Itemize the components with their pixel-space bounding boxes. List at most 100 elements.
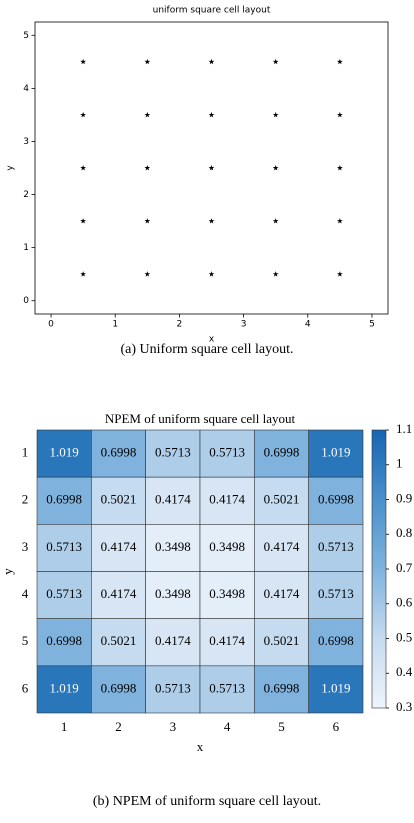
cell	[308, 476, 364, 525]
x-axis-label: x	[197, 739, 204, 754]
colorbar-tick-label: 0.6	[396, 595, 413, 610]
cell-label: 0.3498	[209, 586, 245, 601]
cell	[36, 524, 92, 572]
x-tick-label: 5	[278, 719, 285, 734]
point	[337, 271, 343, 277]
heatmap-panel: NPEM of uniform square cell layout 1.019 0…	[0, 411, 413, 754]
y-tick-label: 0	[23, 296, 29, 306]
x-tick-label: 1	[112, 320, 118, 330]
cell	[36, 476, 92, 525]
point	[208, 218, 215, 224]
point	[272, 165, 279, 171]
y-axis-label: y	[6, 165, 16, 171]
cell	[91, 571, 146, 619]
cell	[308, 429, 364, 478]
point	[208, 111, 215, 118]
cell-label: 0.5713	[46, 539, 82, 554]
colorbar-tick-label: 0.5	[396, 629, 412, 644]
x-tick-label: 2	[177, 320, 183, 330]
caption: (a) Uniform square cell layout.	[121, 342, 294, 357]
point	[144, 218, 151, 224]
y-tick-label: 2	[23, 190, 29, 200]
cell-label: 0.6998	[101, 445, 137, 460]
colorbar-tick-label: 0.4	[396, 664, 413, 679]
cell-label: 0.5021	[101, 492, 137, 507]
cell-label: 1.019	[50, 680, 79, 695]
point	[80, 111, 86, 118]
point	[144, 111, 151, 118]
cell-label: 1.019	[321, 680, 350, 695]
cell-label: 1.019	[321, 445, 350, 460]
cell-label: 0.6998	[318, 492, 354, 507]
cell-label: 0.6998	[46, 633, 82, 648]
cell	[91, 524, 146, 572]
cell	[91, 476, 146, 525]
colorbar-tick-label: 1.1	[396, 421, 412, 436]
cell-label: 0.5713	[209, 680, 245, 695]
cell	[36, 571, 92, 619]
point	[144, 165, 151, 171]
y-tick-label: 6	[22, 680, 29, 695]
x-tick-label: 4	[305, 320, 311, 330]
chart-title: NPEM of uniform square cell layout	[105, 411, 296, 426]
cell-label: 0.5713	[318, 586, 354, 601]
caption: (b) NPEM of uniform square cell layout.	[93, 794, 321, 809]
cell	[254, 429, 309, 478]
colorbar-tick-label: 1	[396, 456, 403, 471]
point	[208, 271, 215, 277]
cell	[145, 524, 201, 572]
y-tick-label: 5	[22, 633, 29, 648]
cell-label: 0.4174	[101, 586, 137, 601]
point	[337, 165, 343, 171]
y-tick-label: 3	[23, 137, 29, 147]
x-tick-label: 2	[115, 719, 122, 734]
cell-label: 0.6998	[264, 445, 300, 460]
point	[272, 58, 279, 65]
cell-label: 0.6998	[264, 680, 300, 695]
point	[80, 271, 86, 277]
cell-label: 0.4174	[209, 492, 245, 507]
point	[337, 111, 343, 118]
point	[337, 218, 343, 224]
x-tick-label: 6	[333, 719, 340, 734]
y-tick-label: 4	[23, 84, 29, 94]
point	[144, 271, 151, 277]
chart-title: uniform square cell layout	[153, 6, 271, 16]
cell-label: 0.5021	[101, 633, 137, 648]
point	[80, 165, 86, 171]
cell	[36, 618, 92, 667]
colorbar-tick-label: 0.7	[396, 560, 413, 575]
y-tick-label: 3	[22, 539, 29, 554]
cell	[145, 665, 201, 714]
point	[144, 58, 151, 65]
cell	[254, 476, 309, 525]
colorbar-tick-label: 0.9	[396, 490, 412, 505]
cell-label: 0.3498	[209, 539, 245, 554]
cell	[36, 429, 92, 478]
x-tick-label: 0	[48, 320, 54, 330]
cell	[254, 524, 309, 572]
x-tick-label: 4	[224, 719, 231, 734]
y-axis-label: y	[0, 568, 15, 575]
y-tick-label: 1	[23, 243, 29, 253]
cell	[199, 524, 255, 572]
point	[80, 58, 86, 65]
cell	[145, 476, 201, 525]
cell-label: 0.4174	[264, 539, 300, 554]
scatter-panel: uniform square cell layout 0 1 2 3 4 5 0 1 2 3 4 5 x y	[6, 6, 389, 345]
cell-label: 0.5713	[46, 586, 82, 601]
cell-label: 0.4174	[155, 633, 191, 648]
cell	[199, 618, 255, 667]
cell	[254, 571, 309, 619]
cell	[91, 618, 146, 667]
cell-label: 0.4174	[264, 586, 300, 601]
y-tick-label: 2	[22, 492, 29, 507]
x-tick-label: 3	[170, 719, 177, 734]
x-tick-label: 5	[369, 320, 375, 330]
cell-label: 0.6998	[318, 633, 354, 648]
point	[272, 271, 279, 277]
plot-frame	[34, 21, 389, 315]
cell	[91, 665, 146, 714]
cell-label: 0.5713	[209, 445, 245, 460]
